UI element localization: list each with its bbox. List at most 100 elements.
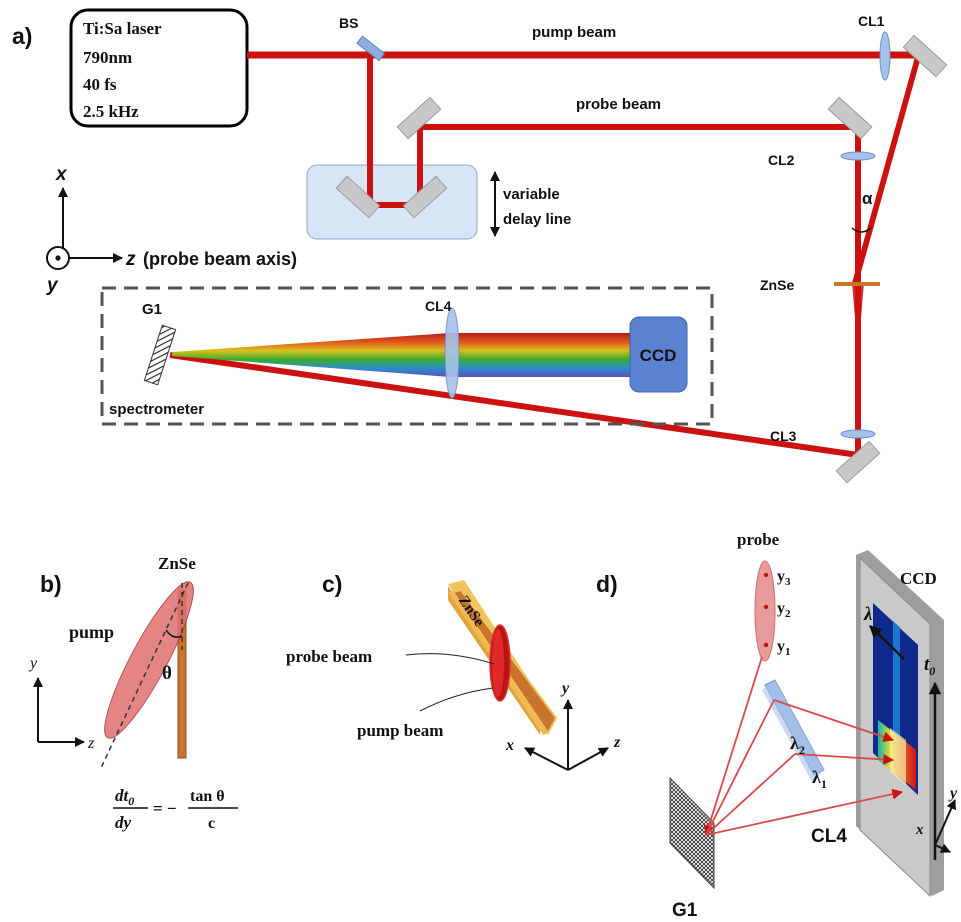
- znse-label: ZnSe: [760, 277, 794, 293]
- c-probe-beam-label: probe beam: [286, 647, 372, 666]
- d-grating-g1: [669, 776, 715, 890]
- laser-box: [69, 8, 249, 128]
- c-pump-beam-label: pump beam: [357, 721, 443, 740]
- probe-focus-lower: [852, 283, 864, 330]
- laser-pulse-duration: 40 fs: [83, 75, 117, 94]
- laser-wavelength: 790nm: [83, 48, 132, 67]
- d-point-y2: [763, 604, 769, 610]
- d-ray-l2-out: [773, 699, 895, 743]
- d-point-y3: [763, 572, 769, 578]
- mirror-probe-return: [835, 440, 881, 484]
- axis-a-z: z: [125, 249, 136, 270]
- d-ray-l1-out: [794, 753, 895, 765]
- axis-a-z-note: (probe beam axis): [143, 249, 297, 269]
- b-pump-axis: [99, 582, 189, 771]
- d-lambda-arrow: [869, 625, 905, 660]
- cl3-label: CL3: [770, 428, 797, 444]
- d-y1-label: y1: [777, 638, 791, 658]
- mirror-probe-down: [827, 96, 873, 140]
- b-pump-label: pump: [69, 622, 114, 642]
- b-pump-pulse: [104, 581, 194, 739]
- mirror-pump-fold: [902, 34, 948, 78]
- axes-c: y z x: [505, 680, 621, 771]
- alpha-arc: [851, 227, 872, 233]
- d-lambda2-label: λ2: [790, 733, 805, 757]
- d-ray-incident: [703, 656, 763, 837]
- axes-a: x y z (probe beam axis): [46, 164, 297, 296]
- b-theta-arc: [165, 629, 183, 638]
- cl4-label: CL4: [425, 298, 452, 314]
- eq-lhs-top: dt: [115, 786, 130, 805]
- svg-text:dt0: dt0: [115, 786, 134, 808]
- bs-label: BS: [339, 15, 358, 31]
- d-ccd-label: CCD: [900, 569, 937, 588]
- axis-a-x: x: [55, 164, 68, 185]
- cl2-lens: [840, 151, 876, 161]
- axis-c-z: z: [613, 734, 621, 751]
- panel-b-label: b): [40, 571, 62, 597]
- d-ray-l2-in: [705, 699, 775, 836]
- c-pump-spot: [492, 629, 504, 697]
- cl4-lens: [444, 307, 460, 399]
- b-znse-label: ZnSe: [158, 554, 196, 573]
- panel-b: b) ZnSe θ pump y z dt0 dy = − tan θ c: [28, 554, 238, 832]
- d-probe-label: probe: [737, 530, 780, 549]
- b-equation: dt0 dy = − tan θ c: [113, 786, 238, 832]
- dispersed-spectrum: [172, 333, 633, 377]
- panel-d-label: d): [596, 571, 618, 597]
- axis-c-x: x: [505, 737, 514, 754]
- spectrometer-label: spectrometer: [109, 401, 204, 418]
- b-theta-label: θ: [162, 663, 172, 684]
- g1-label: G1: [142, 301, 162, 318]
- eq-rhs-bottom: c: [208, 815, 215, 832]
- d-y2-label: y2: [777, 600, 791, 620]
- axes-d: y x: [915, 785, 958, 853]
- laser-rep-rate: 2.5 kHz: [83, 102, 139, 121]
- grating-g1: [143, 324, 177, 386]
- panel-c: c): [286, 571, 621, 771]
- mirror-probe-fold: [396, 96, 442, 140]
- laser-name: Ti:Sa laser: [83, 19, 162, 38]
- d-t0-label: t0: [924, 654, 935, 678]
- pump-focus-beam: [852, 57, 921, 283]
- eq-lhs-bottom: dy: [115, 813, 132, 832]
- pump-beam-label: pump beam: [532, 24, 616, 41]
- d-ray-l1-in: [705, 753, 796, 836]
- d-probe-ellipse: [754, 560, 776, 662]
- axis-d-x: x: [915, 822, 924, 838]
- cl1-label: CL1: [858, 13, 885, 29]
- cl3-lens: [840, 429, 876, 439]
- eq-equals: = −: [153, 799, 177, 818]
- d-g1-label: G1: [672, 900, 698, 921]
- delay-label-line1: variable: [503, 186, 560, 203]
- cl2-label: CL2: [768, 152, 795, 168]
- ccd-label: CCD: [640, 346, 677, 365]
- mirror-delay-left: [335, 175, 381, 219]
- axis-a-y: y: [46, 275, 59, 296]
- probe-beam-label: probe beam: [576, 96, 661, 113]
- d-ray-direct: [705, 788, 904, 836]
- mirror-delay-right: [402, 175, 448, 219]
- ccd-camera: [629, 316, 688, 393]
- d-lambda1-label: λ1: [812, 767, 827, 791]
- d-point-y1: [763, 642, 769, 648]
- panel-a: a) Ti:Sa laser 790nm 40 fs 2.5 kHz CCD C…: [12, 8, 948, 484]
- d-ccd-signal-core: [890, 728, 906, 785]
- eq-rhs-top: tan θ: [190, 788, 225, 805]
- d-y3-label: y3: [777, 568, 791, 588]
- d-cl4-label: CL4: [811, 826, 847, 847]
- d-rays: [703, 656, 904, 837]
- c-pump-leader: [419, 687, 494, 712]
- axes-b: y z: [28, 655, 95, 752]
- axis-d-y: y: [948, 785, 958, 802]
- eq-lhs-sub: 0: [128, 794, 134, 808]
- alpha-label: α: [862, 189, 873, 208]
- panel-a-label: a): [12, 23, 32, 49]
- panel-c-label: c): [322, 571, 342, 597]
- cl1-lens: [879, 31, 891, 81]
- d-lambda-label: λ: [863, 604, 872, 625]
- axis-c-y: y: [560, 680, 570, 697]
- c-probe-leader: [405, 653, 495, 665]
- panel-d: d) probe y3 y2 y1 CCD λ t0 G1 CL4: [596, 530, 958, 921]
